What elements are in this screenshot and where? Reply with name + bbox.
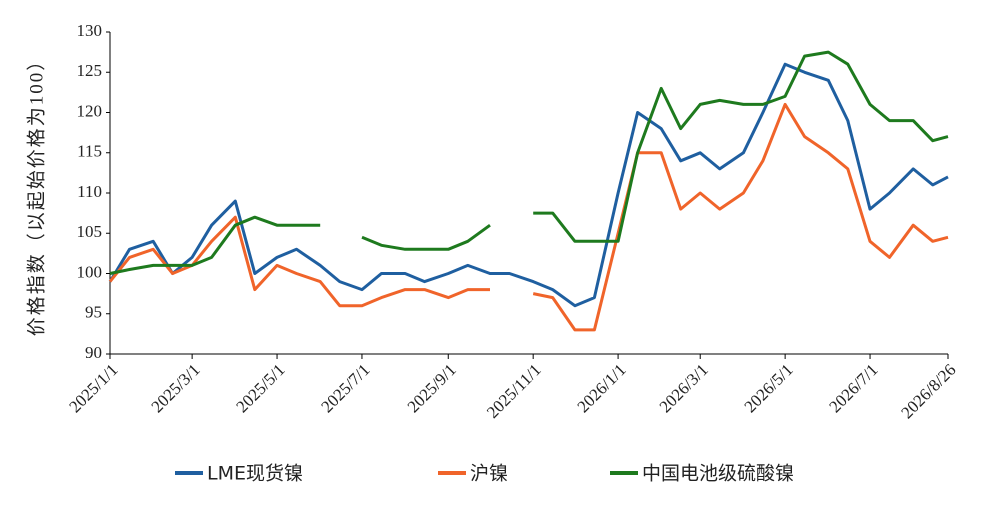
y-tick-label: 120 bbox=[77, 101, 103, 120]
y-tick-label: 130 bbox=[77, 21, 103, 40]
legend-label: LME现货镍 bbox=[207, 463, 303, 485]
y-tick-label: 110 bbox=[77, 182, 102, 201]
y-tick-label: 105 bbox=[77, 222, 103, 241]
y-tick-label: 95 bbox=[85, 303, 102, 322]
y-tick-label: 115 bbox=[77, 142, 102, 161]
x-tick-label: 2026/3/1 bbox=[656, 360, 712, 416]
x-tick-label: 2026/1/1 bbox=[573, 360, 629, 416]
x-tick-label: 2026/5/1 bbox=[741, 360, 797, 416]
x-tick-label: 2026/8/26 bbox=[897, 360, 959, 422]
x-tick-label: 2025/11/1 bbox=[483, 360, 545, 422]
y-tick-label: 100 bbox=[77, 262, 103, 281]
x-tick-label: 2025/7/1 bbox=[317, 360, 373, 416]
y-axis-label: 价格指数（以起始价格为100） bbox=[25, 50, 47, 337]
y-tick-label: 125 bbox=[77, 61, 103, 80]
x-tick-label: 2025/9/1 bbox=[404, 360, 460, 416]
legend-label: 中国电池级硫酸镍 bbox=[642, 463, 794, 485]
y-tick-label: 90 bbox=[85, 343, 102, 362]
x-tick-label: 2025/5/1 bbox=[232, 360, 288, 416]
x-tick-label: 2025/1/1 bbox=[65, 360, 121, 416]
series-line bbox=[108, 102, 949, 332]
series-line bbox=[108, 62, 949, 308]
series-line bbox=[109, 50, 949, 275]
x-tick-label: 2026/7/1 bbox=[825, 360, 881, 416]
legend-label: 沪镍 bbox=[470, 463, 508, 485]
x-tick-label: 2025/3/1 bbox=[148, 360, 204, 416]
